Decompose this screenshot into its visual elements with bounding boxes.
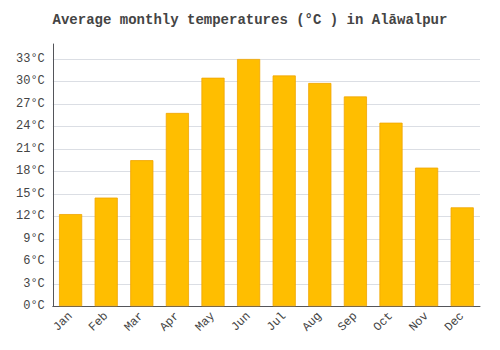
svg-text:Aug: Aug	[300, 309, 325, 334]
svg-text:0°C: 0°C	[23, 299, 45, 313]
svg-text:Jul: Jul	[264, 309, 289, 334]
svg-text:Apr: Apr	[157, 309, 182, 334]
svg-text:33°C: 33°C	[16, 52, 45, 66]
svg-text:12°C: 12°C	[16, 209, 45, 223]
svg-text:Sep: Sep	[335, 309, 360, 334]
svg-text:6°C: 6°C	[23, 254, 45, 268]
svg-text:24°C: 24°C	[16, 119, 45, 133]
svg-text:9°C: 9°C	[23, 232, 45, 246]
svg-text:21°C: 21°C	[16, 142, 45, 156]
svg-text:27°C: 27°C	[16, 97, 45, 111]
svg-text:Average monthly temperatures (: Average monthly temperatures (°C ) in Al…	[53, 12, 448, 28]
svg-text:Mar: Mar	[122, 309, 147, 334]
svg-text:18°C: 18°C	[16, 164, 45, 178]
svg-text:15°C: 15°C	[16, 187, 45, 201]
svg-text:Feb: Feb	[86, 309, 111, 334]
svg-text:May: May	[193, 309, 218, 334]
svg-text:Nov: Nov	[406, 309, 431, 334]
svg-text:Oct: Oct	[371, 309, 396, 334]
svg-text:Jun: Jun	[228, 309, 253, 334]
svg-text:Dec: Dec	[442, 309, 467, 334]
svg-text:Jan: Jan	[50, 309, 75, 334]
svg-text:30°C: 30°C	[16, 74, 45, 88]
svg-text:3°C: 3°C	[23, 277, 45, 291]
